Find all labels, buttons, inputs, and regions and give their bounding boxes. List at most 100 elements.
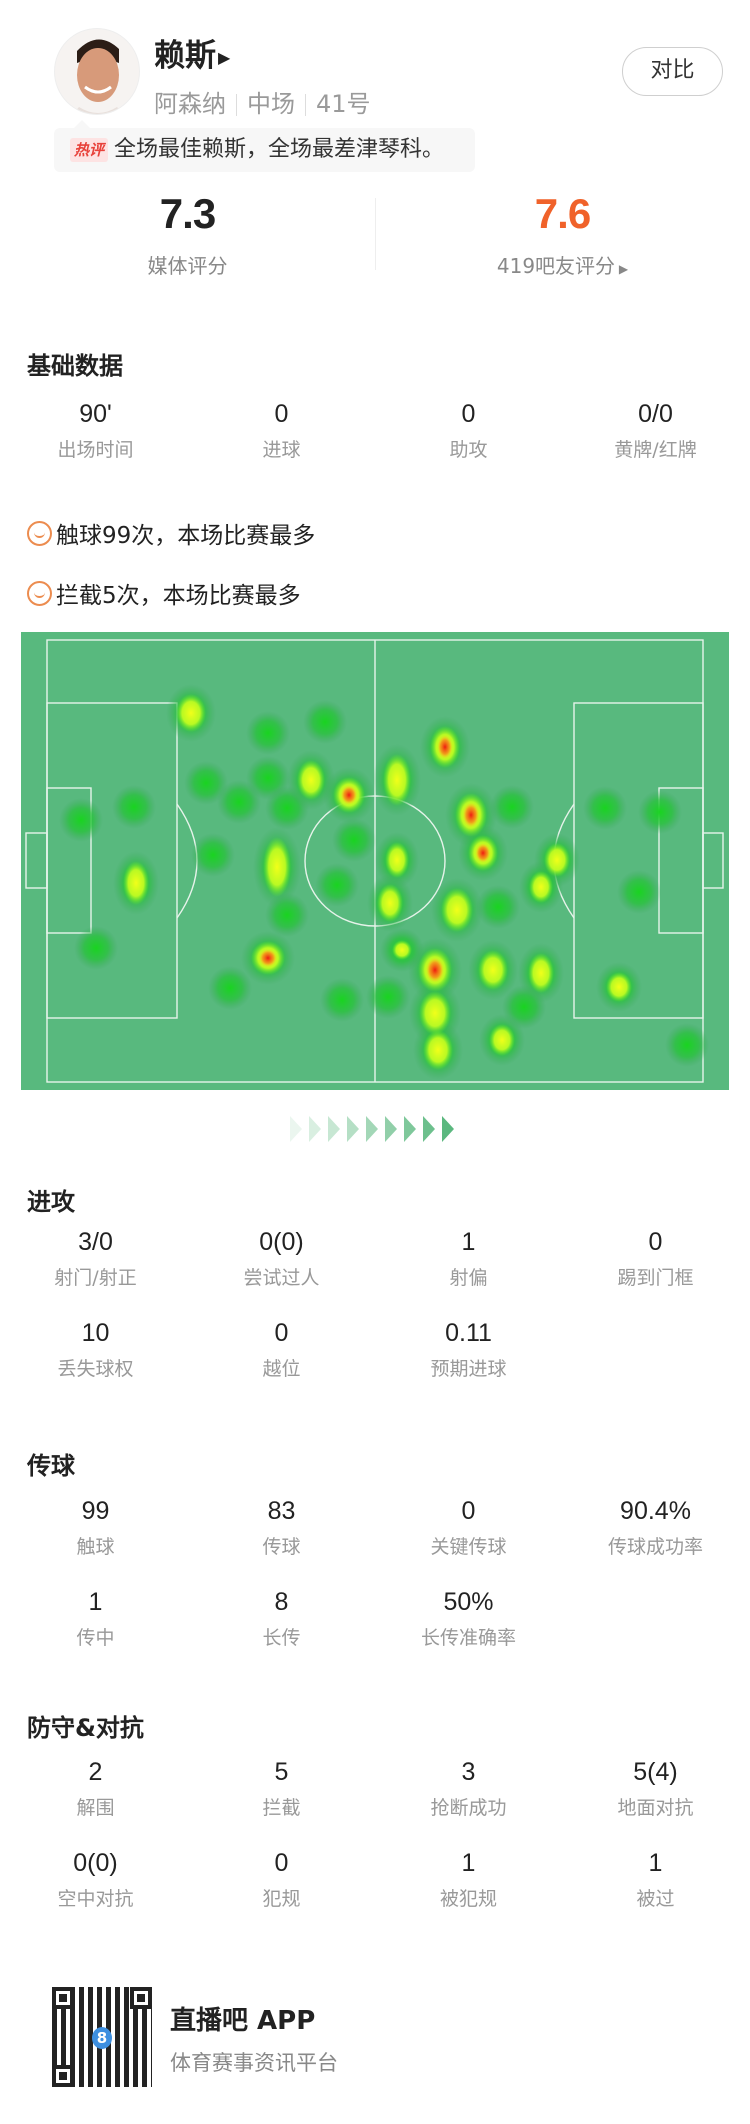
stat-label: 踢到门框 xyxy=(617,1267,694,1289)
heatmap-blob xyxy=(320,978,364,1022)
stat-label: 进球 xyxy=(262,439,301,461)
chevron-right-icon xyxy=(404,1116,416,1142)
heatmap-blob xyxy=(490,785,534,829)
hot-comment-text: 全场最佳赖斯，全场最差津琴科。 xyxy=(114,137,445,162)
qr-finder xyxy=(130,1987,152,2009)
stat-label: 解围 xyxy=(76,1797,115,1819)
stat-value: 0(0) xyxy=(73,1849,118,1877)
stat-value: 0 xyxy=(461,400,476,428)
stat-value: 99 xyxy=(81,1497,110,1525)
heatmap-blob xyxy=(665,1023,709,1067)
stat-cell: 0 助攻 xyxy=(375,400,562,462)
hot-comment-tag: 热评 xyxy=(70,138,109,162)
heatmap-blob xyxy=(366,975,410,1019)
section-title-passing: 传球 xyxy=(27,1452,75,1480)
section-title-basic: 基础数据 xyxy=(27,352,123,380)
chevron-right-icon xyxy=(290,1116,302,1142)
highlight-text: 触球99次，本场比赛最多 xyxy=(56,523,316,549)
stat-value: 0 xyxy=(274,400,289,428)
heatmap-blob xyxy=(332,818,376,862)
stat-cell: 99 触球 xyxy=(2,1497,189,1559)
stat-value: 0 xyxy=(648,1228,663,1256)
fan-rating[interactable]: 7.6 419吧友评分 ▶ xyxy=(375,190,750,279)
stat-value: 1 xyxy=(648,1849,663,1877)
heatmap-blob xyxy=(419,991,451,1035)
chevron-right-icon xyxy=(442,1116,454,1142)
heatmap-blob xyxy=(297,760,325,800)
stat-value: 83 xyxy=(267,1497,296,1525)
player-photo xyxy=(72,39,124,114)
stat-cell: 50% 长传准确率 xyxy=(375,1588,562,1650)
stat-value: 5(4) xyxy=(633,1758,678,1786)
chevron-right-icon xyxy=(423,1116,435,1142)
player-name[interactable]: 赖斯 ▶ xyxy=(154,30,230,75)
stat-cell: 3 抢断成功 xyxy=(375,1758,562,1820)
stat-cell: 2 解围 xyxy=(2,1758,189,1820)
heatmap-blob xyxy=(176,694,206,732)
stat-label: 拦截 xyxy=(262,1797,301,1819)
stat-label: 长传准确率 xyxy=(420,1627,516,1649)
section-title-attack: 进攻 xyxy=(27,1188,75,1216)
club: 阿森纳 xyxy=(154,90,226,118)
player-name-text: 赖斯 xyxy=(154,38,216,74)
stat-value: 0 xyxy=(274,1319,289,1347)
stat-cell: 0/0 黄牌/红牌 xyxy=(562,400,749,462)
chevron-right-icon xyxy=(366,1116,378,1142)
stat-label: 尝试过人 xyxy=(243,1267,320,1289)
stat-label: 空中对抗 xyxy=(57,1888,134,1910)
fan-rating-value: 7.6 xyxy=(534,190,591,237)
chevron-right-icon xyxy=(347,1116,359,1142)
compare-button[interactable]: 对比 xyxy=(622,47,723,96)
media-rating-label: 媒体评分 xyxy=(147,254,228,278)
highlight-item: 拦截5次，本场比赛最多 xyxy=(27,576,301,610)
stat-cell: 8 长传 xyxy=(188,1588,375,1650)
stat-label: 丢失球权 xyxy=(57,1358,134,1380)
heatmap-blob xyxy=(258,948,278,968)
stat-cell: 0 进球 xyxy=(188,400,375,462)
stat-value: 3/0 xyxy=(78,1228,113,1256)
highlight-item: 触球99次，本场比赛最多 xyxy=(27,516,315,550)
heatmap-blob xyxy=(478,950,508,990)
heatmap-blob xyxy=(392,940,412,960)
stat-cell: 5(4) 地面对抗 xyxy=(562,1758,749,1820)
stat-cell: 1 被过 xyxy=(562,1849,749,1911)
section-title-defense: 防守&对抗 xyxy=(27,1714,144,1742)
stat-label: 射偏 xyxy=(449,1267,488,1289)
heatmap-blob xyxy=(583,786,627,830)
stat-label: 长传 xyxy=(262,1627,301,1649)
stat-value: 2 xyxy=(88,1758,103,1786)
heatmap-layer xyxy=(59,684,709,1080)
stat-cell: 10 丢失球权 xyxy=(2,1319,189,1381)
heatmap-blob xyxy=(383,754,411,806)
heatmap-blob xyxy=(265,893,309,937)
direction-arrows xyxy=(290,1116,461,1142)
stat-label: 地面对抗 xyxy=(617,1797,694,1819)
stat-cell: 0(0) 尝试过人 xyxy=(188,1228,375,1290)
heatmap-blob xyxy=(208,966,252,1010)
heatmap-blob xyxy=(617,870,661,914)
stat-label: 黄牌/红牌 xyxy=(614,439,697,461)
divider xyxy=(236,94,237,116)
stat-cell: 0 犯规 xyxy=(188,1849,375,1911)
stat-label: 越位 xyxy=(262,1358,301,1380)
heatmap-blob xyxy=(217,780,261,824)
stat-cell: 90' 出场时间 xyxy=(2,400,189,462)
stat-label: 被过 xyxy=(636,1888,675,1910)
heatmap-blob xyxy=(462,802,480,828)
stat-cell: 90.4% 传球成功率 xyxy=(562,1497,749,1559)
app-name: 直播吧 APP xyxy=(170,2006,316,2036)
stat-value: 1 xyxy=(88,1588,103,1616)
stat-label: 触球 xyxy=(76,1536,115,1558)
heatmap-pitch xyxy=(21,632,729,1090)
hot-comment[interactable]: 热评 全场最佳赖斯，全场最差津琴科。 xyxy=(54,120,475,172)
heatmap-blob xyxy=(123,861,149,905)
stat-cell: 83 传球 xyxy=(188,1497,375,1559)
stat-value: 0 xyxy=(274,1849,289,1877)
heatmap-blob xyxy=(377,884,403,922)
app-tagline: 体育赛事资讯平台 xyxy=(170,2051,338,2075)
stat-label: 犯规 xyxy=(262,1888,301,1910)
chevron-right-icon xyxy=(309,1116,321,1142)
player-avatar[interactable] xyxy=(54,28,140,115)
stat-cell: 1 传中 xyxy=(2,1588,189,1650)
stat-label: 射门/射正 xyxy=(54,1267,137,1289)
